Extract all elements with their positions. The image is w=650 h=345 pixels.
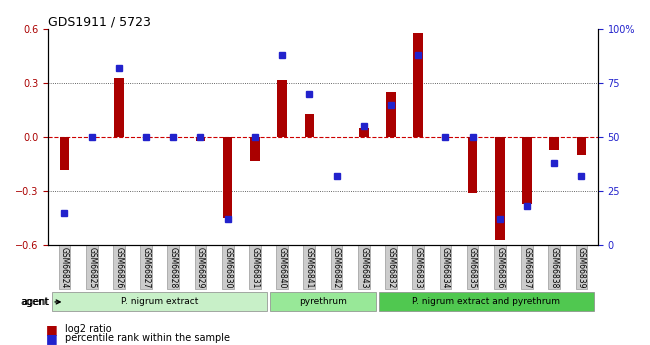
Text: GSM66842: GSM66842 [332, 247, 341, 288]
Text: GSM66841: GSM66841 [305, 247, 314, 288]
Bar [278, 80, 287, 137]
Text: GSM66832: GSM66832 [387, 247, 395, 288]
Text: GDS1911 / 5723: GDS1911 / 5723 [48, 15, 151, 28]
Bar [522, 137, 532, 204]
Bar [468, 137, 477, 193]
Text: agent: agent [20, 297, 49, 307]
FancyBboxPatch shape [270, 293, 376, 312]
Text: GSM66827: GSM66827 [142, 247, 151, 288]
Bar [413, 33, 423, 137]
Text: ■: ■ [46, 332, 57, 345]
Text: percentile rank within the sample: percentile rank within the sample [65, 333, 230, 343]
Text: GSM66830: GSM66830 [223, 247, 232, 288]
Text: GSM66837: GSM66837 [523, 247, 532, 288]
Text: GSM66836: GSM66836 [495, 247, 504, 288]
Bar [386, 92, 396, 137]
FancyBboxPatch shape [52, 293, 267, 312]
Text: P. nigrum extract and pyrethrum: P. nigrum extract and pyrethrum [412, 297, 560, 306]
FancyBboxPatch shape [379, 293, 593, 312]
Bar [114, 78, 124, 137]
Bar [495, 137, 504, 240]
Text: GSM66840: GSM66840 [278, 247, 287, 288]
Text: GSM66843: GSM66843 [359, 247, 369, 288]
Text: GSM66826: GSM66826 [114, 247, 124, 288]
Bar [223, 137, 233, 218]
Bar [359, 128, 369, 137]
Bar [60, 137, 69, 170]
Text: GSM66838: GSM66838 [550, 247, 559, 288]
Text: ■: ■ [46, 323, 57, 336]
Bar [549, 137, 559, 150]
Text: GSM66825: GSM66825 [87, 247, 96, 288]
Text: GSM66839: GSM66839 [577, 247, 586, 288]
Text: GSM66835: GSM66835 [468, 247, 477, 288]
Text: GSM66833: GSM66833 [413, 247, 423, 288]
Text: GSM66829: GSM66829 [196, 247, 205, 288]
Bar [577, 137, 586, 155]
Text: agent: agent [21, 297, 60, 307]
Text: GSM66834: GSM66834 [441, 247, 450, 288]
Text: P. nigrum extract: P. nigrum extract [121, 297, 198, 306]
Bar [305, 114, 314, 137]
Bar [250, 137, 259, 161]
Text: GSM66824: GSM66824 [60, 247, 69, 288]
Bar [196, 137, 205, 141]
Text: GSM66831: GSM66831 [250, 247, 259, 288]
Text: log2 ratio: log2 ratio [65, 324, 112, 334]
Text: pyrethrum: pyrethrum [299, 297, 347, 306]
Text: GSM66828: GSM66828 [169, 247, 177, 288]
